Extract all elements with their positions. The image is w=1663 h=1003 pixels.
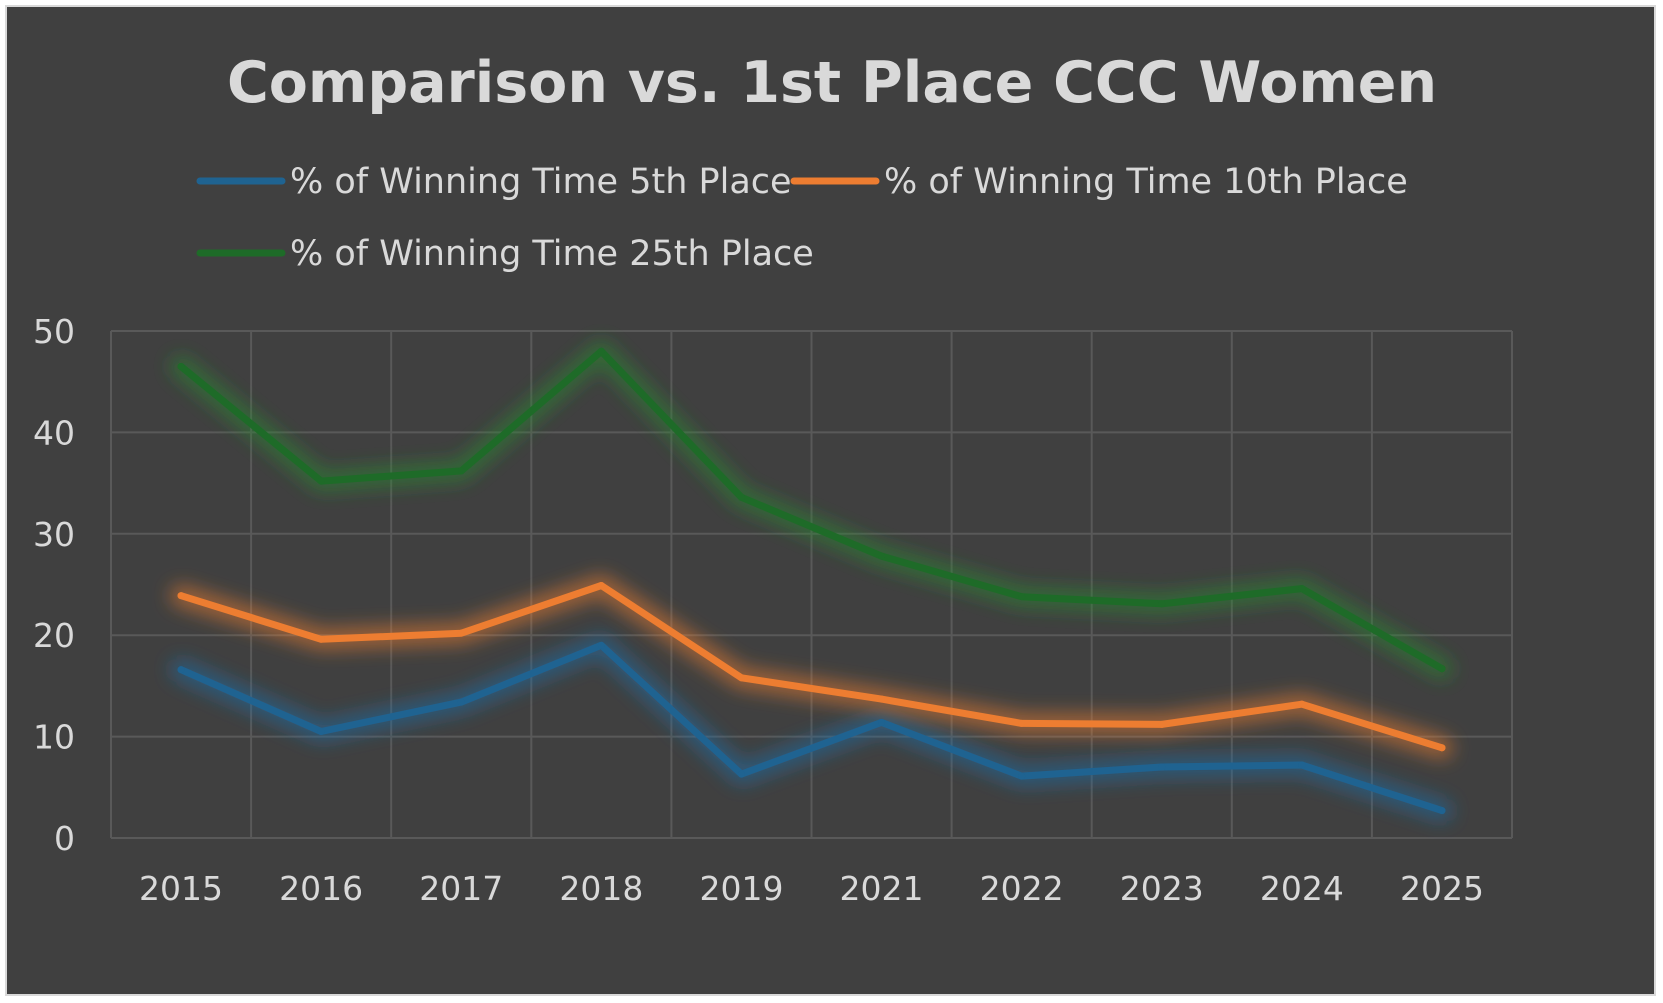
data-point — [597, 641, 605, 649]
legend-label: % of Winning Time 10th Place — [884, 162, 1408, 202]
data-point — [597, 347, 605, 355]
data-point — [317, 728, 325, 736]
line-chart: Comparison vs. 1st Place CCC Women % of … — [33, 50, 1513, 908]
data-point — [317, 477, 325, 485]
series-line — [177, 347, 1446, 673]
y-tick-label: 50 — [33, 312, 75, 351]
data-point — [1158, 600, 1166, 608]
y-axis: 0 10 20 30 40 50 — [33, 312, 75, 858]
data-point — [317, 635, 325, 643]
x-axis: 2015 2016 2017 2018 2019 2021 2022 2023 2024 2025 — [139, 869, 1484, 908]
series-line — [177, 582, 1446, 752]
y-tick-label: 40 — [33, 413, 75, 452]
x-tick-label: 2019 — [699, 869, 783, 908]
x-tick-label: 2021 — [840, 869, 924, 908]
data-point — [1018, 593, 1026, 601]
data-point — [1158, 763, 1166, 771]
data-point — [878, 552, 886, 560]
series-line — [177, 641, 1446, 815]
data-point — [457, 467, 465, 475]
legend-item: % of Winning Time 25th Place — [196, 234, 814, 274]
y-tick-label: 30 — [33, 515, 75, 554]
x-tick-label: 2017 — [419, 869, 503, 908]
data-point — [878, 718, 886, 726]
legend-item: % of Winning Time 5th Place — [196, 162, 792, 202]
data-point — [1438, 665, 1446, 673]
x-tick-label: 2016 — [279, 869, 363, 908]
data-point — [457, 629, 465, 637]
chart-title: Comparison vs. 1st Place CCC Women — [227, 50, 1437, 116]
x-tick-label: 2022 — [980, 869, 1064, 908]
data-point — [1158, 720, 1166, 728]
data-point — [1018, 719, 1026, 727]
data-point — [597, 582, 605, 590]
data-point — [1438, 744, 1446, 752]
x-tick-label: 2015 — [139, 869, 223, 908]
x-tick-label: 2024 — [1260, 869, 1344, 908]
legend-label: % of Winning Time 25th Place — [290, 234, 814, 274]
data-point — [737, 770, 745, 778]
chart-area: Comparison vs. 1st Place CCC Women % of … — [5, 5, 1656, 996]
x-tick-label: 2018 — [559, 869, 643, 908]
data-point — [1298, 585, 1306, 593]
series-lines — [177, 347, 1446, 815]
y-tick-label: 0 — [54, 819, 75, 858]
data-point — [737, 493, 745, 501]
data-point — [177, 592, 185, 600]
y-tick-label: 10 — [33, 718, 75, 757]
x-tick-label: 2023 — [1120, 869, 1204, 908]
chart-legend: % of Winning Time 5th Place % of Winning … — [196, 162, 1408, 274]
data-point — [177, 666, 185, 674]
legend-label: % of Winning Time 5th Place — [290, 162, 792, 202]
data-point — [1298, 761, 1306, 769]
data-point — [1298, 700, 1306, 708]
data-point — [737, 674, 745, 682]
legend-item: % of Winning Time 10th Place — [790, 162, 1408, 202]
data-point — [878, 695, 886, 703]
data-point — [1438, 807, 1446, 815]
data-point — [177, 362, 185, 370]
x-tick-label: 2025 — [1400, 869, 1484, 908]
y-tick-label: 20 — [33, 616, 75, 655]
data-point — [1018, 772, 1026, 780]
data-point — [457, 698, 465, 706]
